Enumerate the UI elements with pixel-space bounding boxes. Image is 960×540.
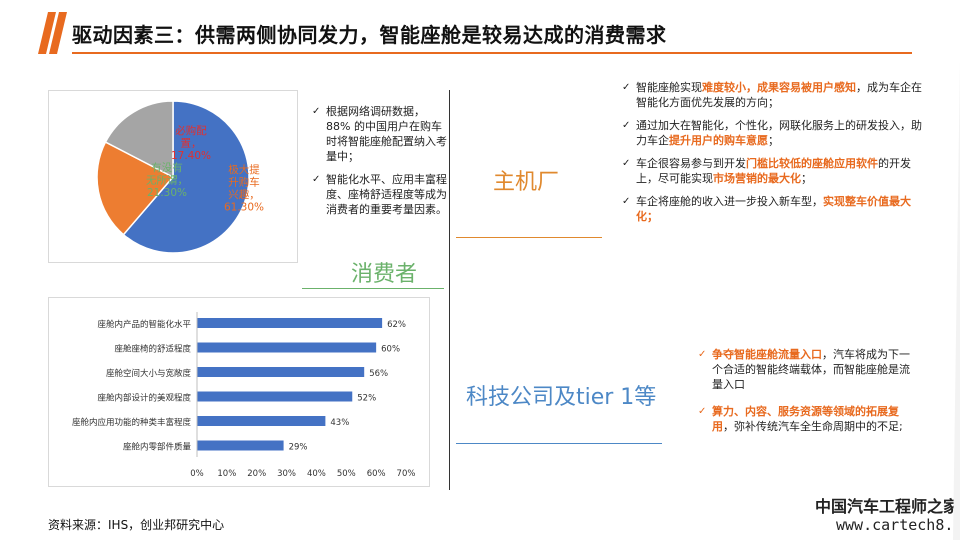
bar-value-label: 29%: [289, 443, 308, 453]
bar-category-label: 座舱空间大小与宽敞度: [106, 368, 192, 379]
watermark-text: 中国汽车工程师之家: [815, 497, 960, 516]
bullet-item: ✓ 通过加大在智能化，个性化，网联化服务上的研发投入，助力车企提升用户的购车意愿；: [622, 119, 922, 147]
bar: [197, 440, 284, 451]
bar-chart: 座舱内产品的智能化水平 62% 座舱座椅的舒适程度 60% 座舱空间大小与宽敞度 56% 座…: [72, 312, 416, 479]
bar-value-label: 56%: [369, 369, 388, 379]
x-tick-label: 40%: [307, 469, 326, 479]
checkmark-icon: ✓: [622, 158, 631, 169]
bar-value-label: 43%: [330, 418, 349, 428]
checkmark-icon: ✓: [698, 349, 707, 360]
x-tick-label: 20%: [247, 469, 266, 479]
bar-category-label: 座舱内部设计的美观程度: [97, 393, 191, 404]
bar-value-label: 52%: [357, 394, 376, 404]
bar: [197, 391, 353, 402]
bullet-item: ✓ 算力、内容、服务资源等领域的拓展复用，弥补传统汽车全生命周期中的不足;: [698, 405, 903, 433]
tech-divider: [456, 443, 662, 444]
checkmark-icon: ✓: [698, 406, 707, 417]
bar: [197, 342, 377, 353]
consumer-label: 消费者: [351, 262, 418, 287]
consumer-bullets: ✓ 根据网络调研数据，88% 的中国用户在购车时将智能座舱配置纳入考量中； ✓ 智能化…: [312, 104, 447, 225]
x-tick-label: 50%: [337, 469, 356, 479]
center-divider: [449, 90, 450, 490]
oem-label: 主机厂: [493, 170, 560, 195]
bar: [197, 318, 383, 328]
page-title: 驱动因素三：供需两侧协同发力，智能座舱是较易达成的消费需求: [72, 23, 667, 47]
x-tick-label: 30%: [277, 469, 296, 479]
pie-slice-label: 有没有无所谓， 21.30%: [146, 161, 188, 199]
x-tick-label: 0%: [190, 469, 204, 479]
pie-slice: [96, 141, 175, 236]
bar-category-label: 座舱内零部件质量: [123, 442, 192, 453]
pie-slice-label: 极大提升购车兴趣， 61.30%: [224, 163, 264, 214]
checkmark-icon: ✓: [312, 106, 321, 117]
bar: [197, 367, 365, 377]
tech-label: 科技公司及tier 1等: [466, 385, 657, 410]
x-tick-label: 60%: [367, 469, 386, 479]
bullet-item: ✓ 智能座舱实现难度较小，成果容易被用户感知，成为车企在智能化方面优先发展的方向；: [622, 81, 922, 109]
bar-category-label: 座舱座椅的舒适程度: [114, 344, 191, 355]
bar-value-label: 62%: [387, 320, 406, 330]
watermark-url: www.cartech8.com: [836, 516, 960, 534]
bullet-item: ✓ 争夺智能座舱流量入口，汽车将成为下一个合适的智能终端载体，而智能座舱是流量入口: [698, 348, 910, 391]
pie-chart-panel: 极大提升购车兴趣， 61.30% 有没有无所谓， 21.30% 必购配置， 17.40%: [48, 90, 298, 263]
corner-decoration: [953, 60, 960, 540]
x-tick-label: 70%: [397, 469, 416, 479]
title-underline: [72, 52, 912, 54]
pie-slice-label: 必购配置， 17.40%: [171, 124, 211, 162]
bar-category-label: 座舱内应用功能的种类丰富程度: [72, 417, 192, 428]
bullet-item: ✓ 智能化水平、应用丰富程度、座椅舒适程度等成为消费者的重要考量因素。: [312, 173, 447, 216]
pie-slice: [104, 100, 174, 179]
checkmark-icon: ✓: [622, 82, 631, 93]
bar-category-label: 座舱内产品的智能化水平: [97, 319, 191, 330]
bar-chart-panel: 座舱内产品的智能化水平 62% 座舱座椅的舒适程度 60% 座舱空间大小与宽敞度 56% 座…: [48, 297, 430, 487]
logo-bars: [38, 12, 67, 54]
bar: [197, 416, 326, 426]
tech-bullets: ✓ 争夺智能座舱流量入口，汽车将成为下一个合适的智能终端载体，而智能座舱是流量入口…: [698, 347, 913, 446]
oem-divider: [456, 237, 602, 238]
checkmark-icon: ✓: [622, 120, 631, 131]
bullet-item: ✓ 车企将座舱的收入进一步投入新车型，实现整车价值最大化；: [622, 195, 911, 223]
source-note: 资料来源：IHS，创业邦研究中心: [48, 518, 225, 532]
x-tick-label: 10%: [217, 469, 236, 479]
pie-slice: [122, 100, 250, 254]
pie-chart: 极大提升购车兴趣， 61.30% 有没有无所谓， 21.30%必购配置， 17.40%: [96, 100, 264, 254]
bar-value-label: 60%: [381, 345, 400, 355]
bullet-item: ✓ 车企很容易参与到开发门槛比较低的座舱应用软件的开发上，尽可能实现市场营销的最大…: [622, 157, 911, 185]
consumer-divider: [302, 288, 444, 289]
oem-bullets: ✓ 智能座舱实现难度较小，成果容易被用户感知，成为车企在智能化方面优先发展的方向；…: [622, 80, 922, 232]
checkmark-icon: ✓: [622, 196, 631, 207]
bullet-item: ✓ 根据网络调研数据，88% 的中国用户在购车时将智能座舱配置纳入考量中；: [312, 105, 447, 163]
checkmark-icon: ✓: [312, 174, 321, 185]
